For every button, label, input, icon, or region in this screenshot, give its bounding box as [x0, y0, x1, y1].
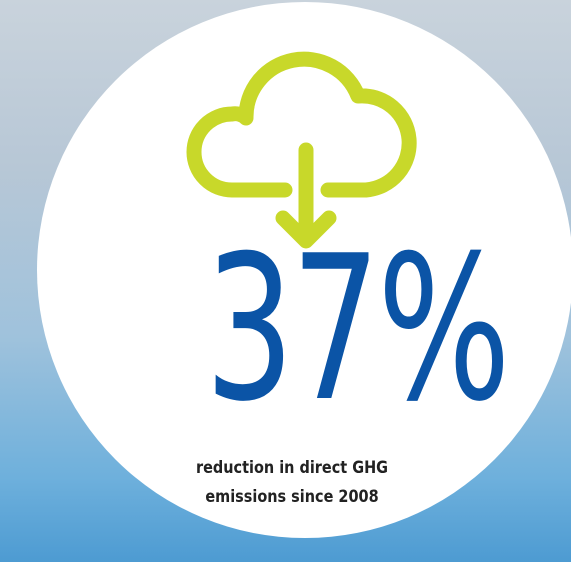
stat-value: 37% [205, 230, 439, 430]
caption-line: emissions since 2008 [165, 487, 420, 507]
caption-line: reduction in direct GHG [165, 458, 420, 478]
infographic: 37% reduction in direct GHG emissions si… [0, 0, 571, 562]
